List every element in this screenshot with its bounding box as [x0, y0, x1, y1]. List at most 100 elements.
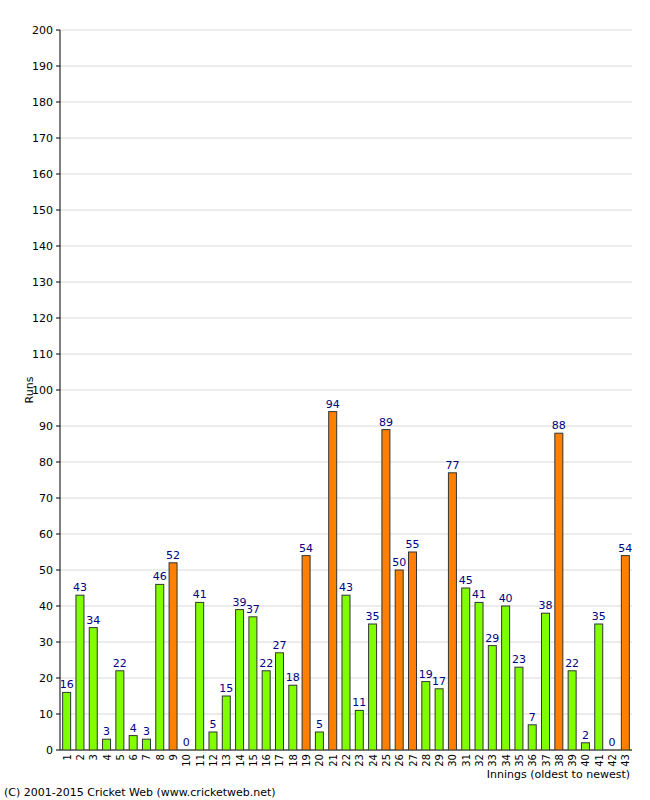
y-tick-label: 150 — [32, 204, 53, 217]
grid-line — [60, 534, 632, 535]
x-tick-label: 4 — [102, 754, 113, 760]
y-tick — [56, 570, 60, 571]
x-tick-label: 42 — [607, 754, 618, 767]
x-axis-label: Innings (oldest to newest) — [487, 768, 630, 781]
bar — [329, 412, 337, 750]
background — [0, 0, 650, 800]
bar — [369, 624, 377, 750]
chart-container: 0102030405060708090100110120130140150160… — [0, 0, 650, 800]
data-label: 41 — [472, 588, 486, 601]
y-tick — [56, 462, 60, 463]
y-tick-label: 80 — [39, 456, 53, 469]
data-label: 37 — [246, 603, 260, 616]
x-tick-label: 31 — [461, 754, 472, 767]
x-tick-label: 23 — [354, 754, 365, 767]
y-tick — [56, 282, 60, 283]
grid-line — [60, 390, 632, 391]
data-label: 5 — [316, 718, 323, 731]
y-tick — [56, 66, 60, 67]
grid-line — [60, 138, 632, 139]
x-tick-label: 20 — [314, 754, 325, 767]
data-label: 35 — [366, 610, 380, 623]
bar — [116, 671, 124, 750]
bar — [581, 743, 589, 750]
bar — [302, 556, 310, 750]
bar — [595, 624, 603, 750]
y-tick-label: 190 — [32, 60, 53, 73]
bar — [222, 696, 230, 750]
x-tick-label: 3 — [88, 754, 99, 760]
data-label: 2 — [582, 729, 589, 742]
x-tick-label: 25 — [381, 754, 392, 767]
data-label: 55 — [406, 538, 420, 551]
grid-line — [60, 318, 632, 319]
bars — [63, 412, 630, 750]
y-tick — [56, 606, 60, 607]
data-label: 3 — [143, 725, 150, 738]
data-label: 7 — [529, 711, 536, 724]
data-label: 43 — [73, 581, 87, 594]
x-tick-label: 29 — [434, 754, 445, 767]
x-tick-label: 1 — [62, 754, 73, 760]
bar — [502, 606, 510, 750]
bar — [169, 563, 177, 750]
bar — [249, 617, 257, 750]
y-tick-label: 90 — [39, 420, 53, 433]
y-tick — [56, 138, 60, 139]
y-tick — [56, 390, 60, 391]
y-axis — [60, 30, 61, 750]
data-label: 4 — [130, 722, 137, 735]
bar — [89, 628, 97, 750]
grid-line — [60, 246, 632, 247]
data-label: 54 — [299, 542, 313, 555]
bar — [395, 570, 403, 750]
y-tick-label: 180 — [32, 96, 53, 109]
x-tick-label: 28 — [421, 754, 432, 767]
x-tick-label: 16 — [261, 754, 272, 767]
x-tick-label: 27 — [408, 754, 419, 767]
data-label: 89 — [379, 416, 393, 429]
y-tick-label: 60 — [39, 528, 53, 541]
bar — [76, 595, 84, 750]
bar — [542, 613, 550, 750]
x-tick-label: 37 — [541, 754, 552, 767]
data-label: 50 — [392, 556, 406, 569]
data-label: 3 — [103, 725, 110, 738]
bar — [568, 671, 576, 750]
data-label: 40 — [499, 592, 513, 605]
data-label: 41 — [193, 588, 207, 601]
data-label: 77 — [445, 459, 459, 472]
data-label: 0 — [183, 736, 190, 749]
y-tick-label: 20 — [39, 672, 53, 685]
data-label: 19 — [419, 668, 433, 681]
x-tick-label: 30 — [447, 754, 458, 767]
x-tick-label: 2 — [75, 754, 86, 760]
bar — [355, 710, 363, 750]
y-tick — [56, 246, 60, 247]
bar — [315, 732, 323, 750]
annotation: (C) 2001-2015 Cricket Web (www.cricketwe… — [4, 786, 276, 799]
data-label: 22 — [565, 657, 579, 670]
data-label: 23 — [512, 653, 526, 666]
bar — [63, 692, 71, 750]
bar — [621, 556, 629, 750]
x-tick-label: 17 — [274, 754, 285, 767]
data-label: 5 — [209, 718, 216, 731]
bar — [448, 473, 456, 750]
bar — [196, 602, 204, 750]
y-tick-label: 110 — [32, 348, 53, 361]
x-tick-label: 19 — [301, 754, 312, 767]
bar — [103, 739, 111, 750]
y-tick-label: 130 — [32, 276, 53, 289]
y-tick — [56, 714, 60, 715]
bar — [409, 552, 417, 750]
y-tick-label: 0 — [46, 744, 53, 757]
y-tick-label: 170 — [32, 132, 53, 145]
data-label: 94 — [326, 398, 340, 411]
x-tick-label: 22 — [341, 754, 352, 767]
y-tick-label: 160 — [32, 168, 53, 181]
data-label: 11 — [352, 696, 366, 709]
y-tick — [56, 210, 60, 211]
data-label: 17 — [432, 675, 446, 688]
data-label: 29 — [485, 632, 499, 645]
